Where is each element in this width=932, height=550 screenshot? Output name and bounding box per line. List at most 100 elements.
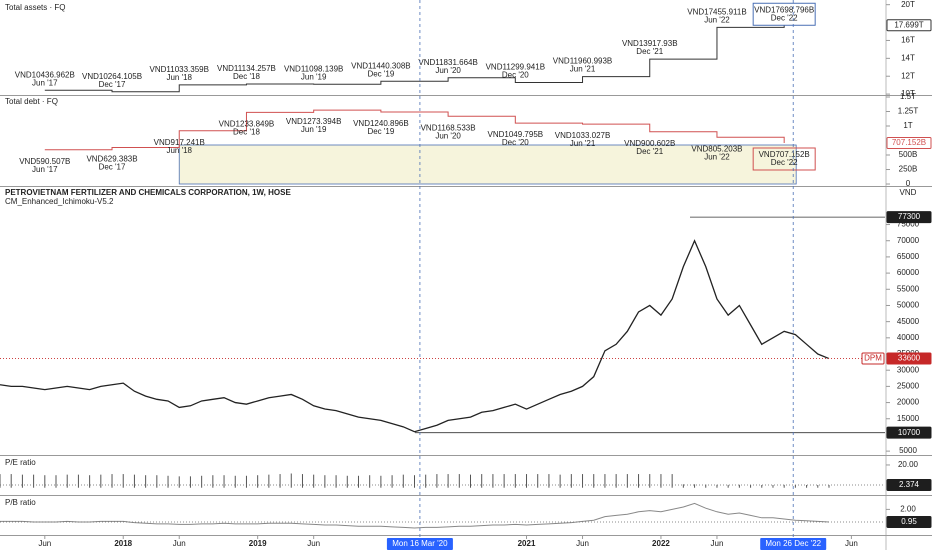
last-value-tag: 2.374	[899, 480, 920, 489]
y-tick-label: 1.5T	[900, 92, 916, 101]
report-period-label: Jun '17	[32, 78, 58, 87]
report-value-label: VND11440.308B	[351, 61, 410, 70]
pane-title: P/E ratio	[5, 458, 36, 467]
y-tick-label: 2.00	[900, 504, 916, 513]
report-value-label: VND1049.795B	[488, 130, 544, 139]
report-period-label: Jun '19	[301, 72, 327, 81]
y-tick-label: 1.25T	[898, 107, 919, 116]
y-tick-label: 20000	[897, 398, 920, 407]
last-value-tag: 707.152B	[892, 138, 926, 147]
pane-title: P/B ratio	[5, 498, 36, 507]
y-tick-label: 45000	[897, 317, 920, 326]
y-tick-label: 16T	[901, 36, 915, 45]
report-period-label: Jun '18	[166, 146, 192, 155]
y-tick-label: 40000	[897, 333, 920, 342]
last-value-tag-box	[886, 516, 932, 529]
last-value-tag-box	[886, 479, 932, 492]
x-tick-label: 2022	[652, 539, 670, 548]
y-tick-label: 75000	[897, 220, 920, 229]
x-tick-label: 2019	[249, 539, 267, 548]
report-period-label: Dec '18	[233, 128, 260, 137]
report-value-label: VND1168.533B	[421, 123, 476, 132]
report-period-label: Jun '22	[704, 152, 730, 161]
report-value-label: VND11960.993B	[553, 57, 612, 66]
report-period-label: Dec '19	[367, 127, 394, 136]
report-period-label: Dec '21	[636, 47, 663, 56]
report-value-label: VND10264.105B	[82, 72, 142, 81]
report-value-label: VND1033.027B	[555, 131, 611, 140]
crosshair-label: Mon 26 Dec '22	[765, 539, 821, 548]
y-tick-label: 20T	[901, 0, 915, 9]
report-value-label: VND1233.849B	[219, 120, 275, 129]
symbol-tag-box	[861, 352, 885, 365]
report-period-label: Jun '17	[32, 165, 58, 174]
report-value-label: VND10436.962B	[15, 70, 75, 79]
symbol-tag: DPM	[864, 354, 882, 363]
report-period-label: Dec '17	[99, 80, 126, 89]
report-value-label: VND17455.911B	[687, 8, 746, 17]
level-tag-box	[886, 426, 932, 439]
highlight-range	[178, 144, 797, 185]
pane-title: Total debt · FQ	[5, 97, 58, 106]
y-tick-label: 250B	[899, 165, 918, 174]
report-value-label: VND1240.896B	[353, 119, 409, 128]
report-period-label: Jun '22	[704, 16, 730, 25]
y-tick-label: 50000	[897, 301, 920, 310]
series-line	[44, 109, 785, 151]
level-tag: 10700	[898, 428, 921, 437]
report-value-label: VND11831.664B	[418, 58, 477, 67]
report-period-label: Dec '22	[771, 158, 798, 167]
report-value-label: VND17698.796B	[754, 5, 814, 14]
crosshair-label-box	[760, 538, 827, 550]
series-line	[44, 25, 785, 93]
x-tick-label: 2018	[114, 539, 132, 548]
report-period-label: Dec '22	[771, 13, 798, 22]
report-period-label: Dec '20	[502, 138, 529, 147]
x-tick-label: Jun	[38, 539, 51, 548]
report-value-label: VND11299.941B	[486, 63, 545, 72]
report-period-label: Jun '20	[435, 131, 461, 140]
last-value-tag: 33600	[898, 354, 921, 363]
last-value-tag: 17.699T	[894, 20, 923, 29]
report-period-label: Dec '21	[636, 147, 663, 156]
pane-title: PETROVIETNAM FERTILIZER AND CHEMICALS CO…	[5, 188, 291, 197]
y-tick-label: 65000	[897, 252, 920, 261]
y-tick-label: 30000	[897, 365, 920, 374]
y-tick-label: 12T	[901, 71, 915, 80]
x-tick-label: Jun	[845, 539, 858, 548]
y-tick-label: 0	[906, 179, 911, 188]
series-line	[0, 239, 830, 433]
report-value-label: VND1273.394B	[286, 117, 342, 126]
x-tick-label: Jun	[307, 539, 320, 548]
x-tick-label: Jun	[173, 539, 186, 548]
report-value-label: VND11033.359B	[150, 65, 209, 74]
last-value-tag-box	[886, 19, 932, 32]
y-tick-label: 60000	[897, 268, 920, 277]
report-period-label: Jun '19	[301, 125, 327, 134]
axis-unit: VND	[900, 188, 917, 197]
pane-subtitle: CM_Enhanced_Ichimoku-V5.2	[5, 197, 114, 206]
report-value-label: VND11134.257B	[217, 64, 276, 73]
x-tick-label: Jun	[576, 539, 589, 548]
report-period-label: Jun '18	[166, 73, 192, 82]
pane-title: Total assets · FQ	[5, 3, 65, 12]
y-tick-label: 25000	[897, 381, 920, 390]
report-period-label: Dec '18	[233, 72, 260, 81]
report-value-label: VND917.241B	[154, 138, 205, 147]
y-tick-label: 70000	[897, 236, 920, 245]
y-tick-label: 15000	[897, 414, 920, 423]
y-tick-label: 55000	[897, 284, 920, 293]
crosshair-label-box	[386, 538, 453, 550]
x-tick-label: Jun	[711, 539, 724, 548]
last-value-tag: 0.95	[901, 517, 917, 526]
report-value-label: VND805.203B	[691, 144, 742, 153]
x-tick-label: 2021	[518, 539, 536, 548]
report-value-label: VND707.152B	[759, 150, 810, 159]
report-period-label: Dec '17	[99, 163, 126, 172]
report-value-label: VND11098.139B	[284, 64, 343, 73]
y-tick-label: 5000	[899, 446, 917, 455]
crosshair-label: Mon 16 Mar '20	[392, 539, 448, 548]
y-tick-label: 500B	[899, 150, 918, 159]
y-tick-label: 14T	[901, 53, 915, 62]
